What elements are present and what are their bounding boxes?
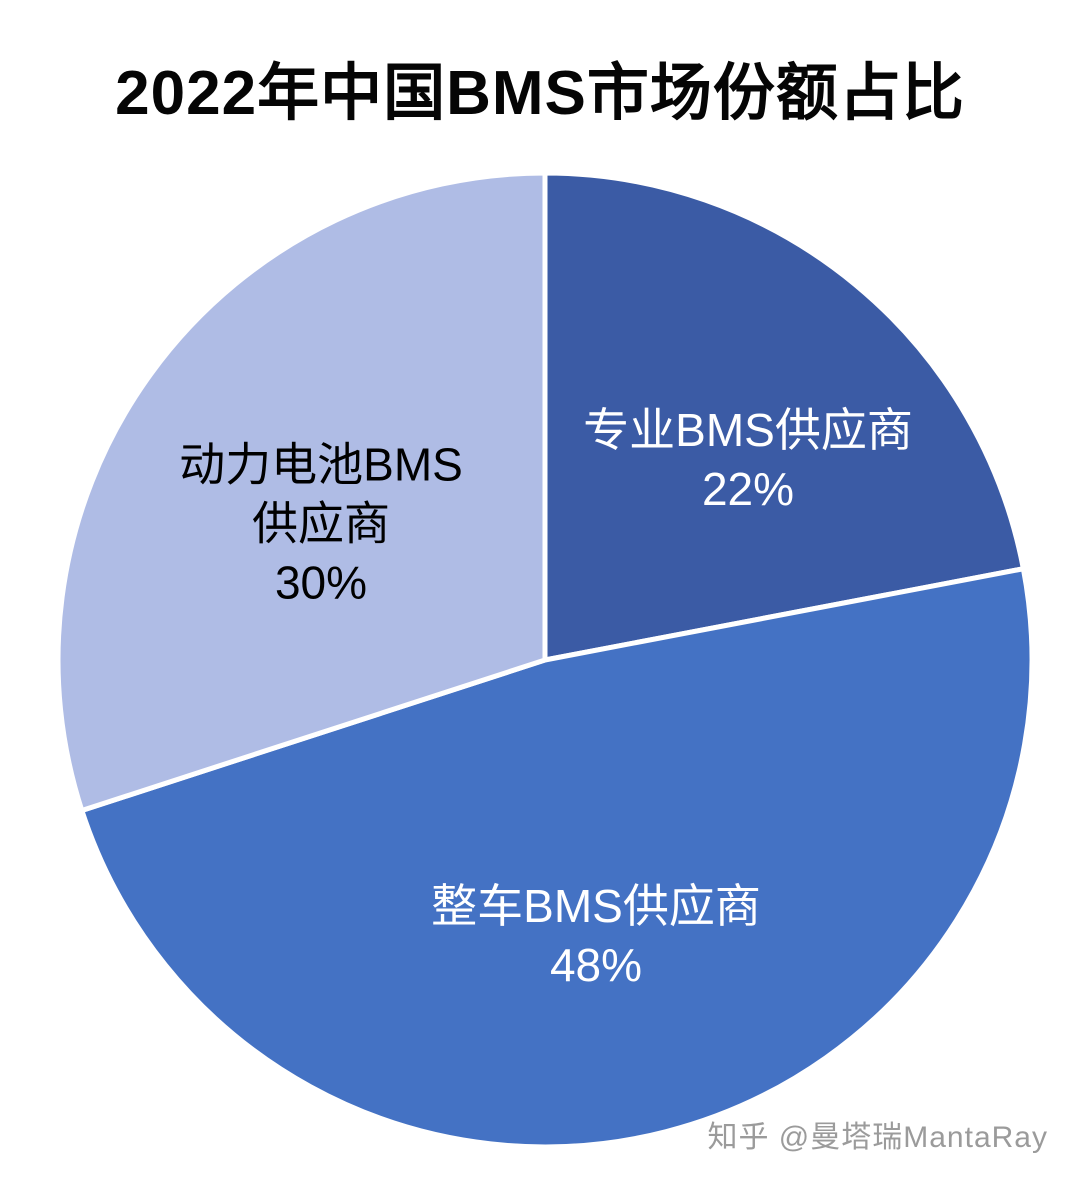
slice-percent-text: 30%: [274, 556, 368, 609]
pie-slice: [542, 170, 1026, 663]
slice-percent-text: 48%: [549, 939, 643, 991]
pie-slices-group: [55, 170, 1035, 1150]
pie-slice: [55, 170, 548, 813]
slice-label-text: 动力电池BMS: [179, 438, 463, 491]
slice-label-professional-bms-supplier: 专业BMS供应商 22%: [583, 401, 913, 519]
slice-label-text: 专业BMS供应商: [583, 404, 913, 457]
watermark: 知乎 @曼塔瑞MantaRay: [707, 1121, 1048, 1154]
slice-label-text: 整车BMS供应商: [431, 880, 761, 933]
slice-label-vehicle-bms-supplier: 整车BMS供应商 48%: [431, 877, 761, 995]
slice-label-text: 供应商: [252, 497, 390, 550]
chart-title: 2022年中国BMS市场份额占比: [115, 59, 965, 128]
pie-slice: [79, 566, 1035, 1150]
slice-label-power-battery-bms-supplier: 动力电池BMS 供应商 30%: [179, 436, 463, 613]
slice-percent-text: 22%: [701, 463, 795, 515]
